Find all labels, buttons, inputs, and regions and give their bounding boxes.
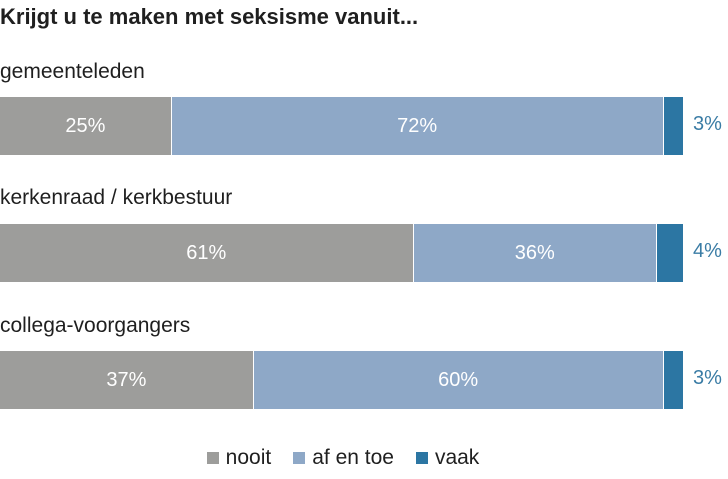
chart-title: Krijgt u te maken met seksisme vanuit... [0,4,419,29]
legend-swatch [206,452,219,464]
bar-segment-vaak [662,351,683,409]
bar-segment-nooit: 37% [0,351,253,409]
bar-segment-nooit: 61% [0,224,413,282]
legend: nooit af en toe vaak [0,446,686,470]
category-label: gemeenteleden [0,60,145,83]
legend-item: nooit [206,446,272,470]
legend-item: vaak [415,446,480,470]
stacked-bar: 37% 60% [0,351,683,409]
bar-segment-vaak [662,97,683,155]
bar-segment-af-en-toe: 60% [252,351,663,409]
legend-label: af en toe [312,446,394,469]
stacked-bar: 25% 72% [0,97,683,155]
legend-swatch [415,452,428,464]
legend-item: af en toe [293,446,394,470]
stacked-bar: 61% 36% [0,224,683,282]
data-label: 4% [693,240,722,262]
bar-segment-nooit: 25% [0,97,171,155]
data-label: 3% [693,113,722,135]
category-label: kerkenraad / kerkbestuur [0,186,233,209]
legend-label: vaak [434,446,480,469]
bar-segment-af-en-toe: 36% [412,224,656,282]
data-label: 3% [693,367,722,389]
legend-swatch [293,452,306,464]
bar-segment-vaak [655,224,683,282]
legend-label: nooit [225,446,272,469]
bar-segment-af-en-toe: 72% [170,97,663,155]
category-label: collega-voorgangers [0,314,191,337]
